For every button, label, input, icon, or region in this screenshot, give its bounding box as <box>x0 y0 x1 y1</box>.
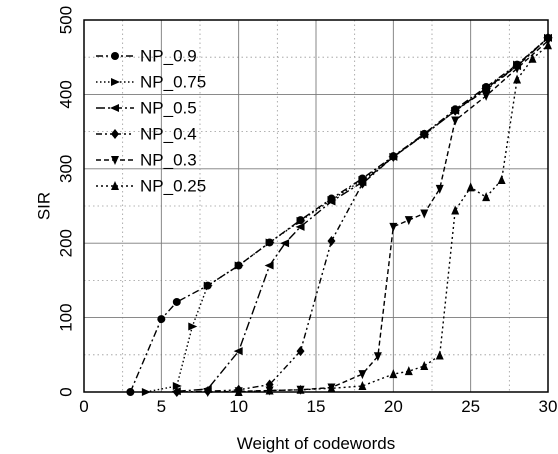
data-point <box>188 322 198 331</box>
data-point <box>513 64 522 74</box>
data-point <box>326 197 336 206</box>
data-point <box>482 192 491 202</box>
data-point <box>110 104 119 112</box>
x-tick-label: 10 <box>229 397 248 416</box>
legend-entry: NP_0.3 <box>96 151 197 170</box>
data-point <box>111 129 119 139</box>
y-tick-label: 400 <box>57 80 76 108</box>
legend-entry: NP_0.5 <box>96 99 197 118</box>
legend-label: NP_0.4 <box>140 125 197 144</box>
data-point <box>111 156 119 165</box>
legend-entry: NP_0.75 <box>96 73 206 92</box>
data-point <box>513 74 522 84</box>
data-point <box>111 52 119 60</box>
data-point <box>358 178 367 189</box>
data-point <box>482 91 491 101</box>
data-point <box>172 297 181 306</box>
data-point <box>373 352 382 362</box>
series-line <box>176 37 549 392</box>
data-point <box>233 347 243 356</box>
data-point <box>234 261 244 270</box>
data-point <box>420 360 429 370</box>
data-point <box>435 184 444 194</box>
y-tick-label: 0 <box>57 387 76 396</box>
x-tick-label: 15 <box>307 397 326 416</box>
data-point <box>296 216 306 225</box>
data-point <box>528 53 537 63</box>
data-point <box>264 261 274 270</box>
data-point <box>295 222 305 231</box>
data-point <box>327 235 336 246</box>
data-point <box>296 346 305 357</box>
x-axis-label: Weight of codewords <box>237 434 395 453</box>
data-point <box>435 350 444 360</box>
data-point <box>111 78 120 86</box>
data-point <box>404 366 413 376</box>
legend-label: NP_0.5 <box>140 99 197 118</box>
data-point <box>327 383 336 393</box>
data-point <box>389 151 398 162</box>
y-tick-label: 100 <box>57 303 76 331</box>
x-tick-label: 30 <box>539 397 558 416</box>
data-point <box>497 174 506 184</box>
legend-label: NP_0.75 <box>140 73 206 92</box>
y-tick-label: 300 <box>57 155 76 183</box>
legend-entry: NP_0.4 <box>96 125 197 144</box>
y-axis-label: SIR <box>35 192 54 220</box>
data-point <box>466 182 475 192</box>
legend-entry: NP_0.25 <box>96 177 206 196</box>
series-line <box>145 37 549 393</box>
data-point <box>157 315 166 324</box>
y-tick-label: 200 <box>57 229 76 257</box>
data-point <box>358 381 367 391</box>
data-point <box>451 116 460 126</box>
x-tick-label: 5 <box>157 397 166 416</box>
x-tick-label: 20 <box>384 397 403 416</box>
data-point <box>203 281 213 290</box>
data-point <box>265 238 275 247</box>
data-point <box>389 369 398 379</box>
plot-frame <box>83 19 549 393</box>
x-tick-label: 0 <box>79 397 88 416</box>
data-point <box>420 209 429 219</box>
data-point <box>389 222 398 232</box>
data-point <box>280 239 290 248</box>
data-point <box>451 105 460 116</box>
data-point <box>420 129 429 140</box>
y-tick-label: 500 <box>57 6 76 34</box>
data-point <box>111 181 119 190</box>
data-point <box>404 216 413 226</box>
x-tick-label: 25 <box>461 397 480 416</box>
data-point <box>172 382 182 391</box>
data-point <box>358 370 367 380</box>
legend-label: NP_0.3 <box>140 151 197 170</box>
data-point <box>451 205 460 215</box>
grid <box>84 20 548 392</box>
legend: NP_0.9 NP_0.75 NP_0.5 NP_0.4 NP_0.3 NP_0.25 <box>96 47 206 196</box>
legend-label: NP_0.9 <box>140 47 197 66</box>
legend-entry: NP_0.9 <box>96 47 197 66</box>
series-layer <box>126 32 553 397</box>
legend-label: NP_0.25 <box>140 177 206 196</box>
